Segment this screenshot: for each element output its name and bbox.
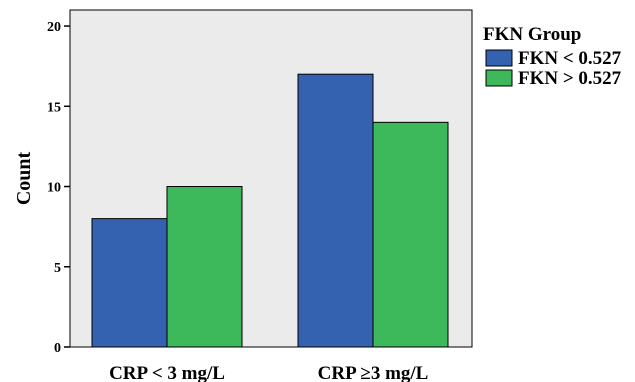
x-category-label: CRP ≥3 mg/L <box>318 363 429 382</box>
y-axis-ticks: 0 5 10 15 20 <box>47 20 70 356</box>
y-tick-label: 0 <box>54 341 61 356</box>
y-axis-title: Count <box>13 151 35 205</box>
bar-fkn-high-crp-low <box>166 186 243 348</box>
y-tick-label: 10 <box>47 181 61 196</box>
legend-label: FKN > 0.527 <box>518 68 622 89</box>
bar-fkn-high-crp-high <box>372 121 449 348</box>
x-category-label: CRP < 3 mg/L <box>109 363 225 382</box>
legend-swatch <box>485 69 513 87</box>
bar-fkn-low-crp-high <box>297 73 374 348</box>
y-tick-label: 15 <box>47 100 61 115</box>
bar-fkn-low-crp-low <box>91 218 168 348</box>
y-tick-label: 20 <box>47 20 61 35</box>
legend-label: FKN < 0.527 <box>518 48 622 69</box>
legend-title: FKN Group <box>483 24 581 45</box>
bars <box>91 73 449 348</box>
x-axis-labels: CRP < 3 mg/L CRP ≥3 mg/L <box>109 363 428 382</box>
legend-swatch <box>485 49 513 67</box>
y-tick-label: 5 <box>54 261 61 276</box>
